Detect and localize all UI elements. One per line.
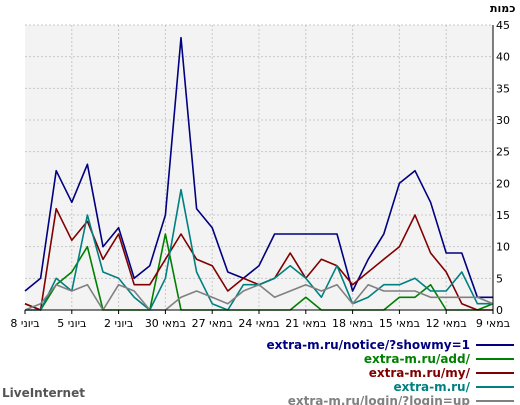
legend-label: extra-m.ru/login/?login=up — [288, 394, 471, 405]
y-tick-label: 25 — [496, 146, 510, 159]
legend-label: extra-m.ru/my/ — [369, 366, 471, 380]
x-tick-label: 2 ביוני — [104, 317, 133, 330]
y-tick-label: 30 — [496, 114, 510, 127]
x-tick-label: 21 במאי — [285, 317, 326, 330]
y-tick-label: 0 — [496, 304, 503, 317]
x-tick-label: 12 במאי — [426, 317, 467, 330]
legend-label: extra-m.ru/ — [393, 380, 470, 394]
series-line — [24, 36, 493, 299]
legend-label: extra-m.ru/notice/?showmy=1 — [267, 338, 471, 352]
y-tick-labels: 0 5 10 15 20 25 30 35 40 45 — [496, 19, 510, 317]
brand-label: LiveInternet — [2, 386, 85, 400]
x-tick-label: 30 במאי — [145, 317, 186, 330]
grid — [25, 24, 493, 310]
y-axis-label: כמות — [490, 2, 515, 15]
plot-area — [25, 25, 493, 310]
y-tick-label: 40 — [496, 51, 510, 64]
x-tick-label: 27 במאי — [192, 317, 233, 330]
y-tick-label: 15 — [496, 209, 510, 222]
axes — [24, 25, 494, 314]
x-tick-label: 15 במאי — [379, 317, 420, 330]
y-tick-label: 35 — [496, 82, 510, 95]
legend-label: extra-m.ru/add/ — [364, 352, 471, 366]
x-tick-label: 9 במאי — [476, 317, 510, 330]
x-tick-label: 18 במאי — [332, 317, 373, 330]
y-tick-label: 10 — [496, 241, 510, 254]
x-tick-labels: 8 ביוני 5 ביוני 2 ביוני 30 במאי 27 במאי 24 במ… — [10, 317, 510, 330]
y-tick-label: 5 — [496, 272, 503, 285]
y-tick-label: 20 — [496, 177, 510, 190]
x-tick-label: 24 במאי — [238, 317, 279, 330]
y-tick-label: 45 — [496, 19, 510, 32]
x-tick-label: 8 ביוני — [10, 317, 39, 330]
legend: extra-m.ru/notice/?showmy=1extra-m.ru/ad… — [267, 338, 514, 405]
x-tick-label: 5 ביוני — [57, 317, 86, 330]
